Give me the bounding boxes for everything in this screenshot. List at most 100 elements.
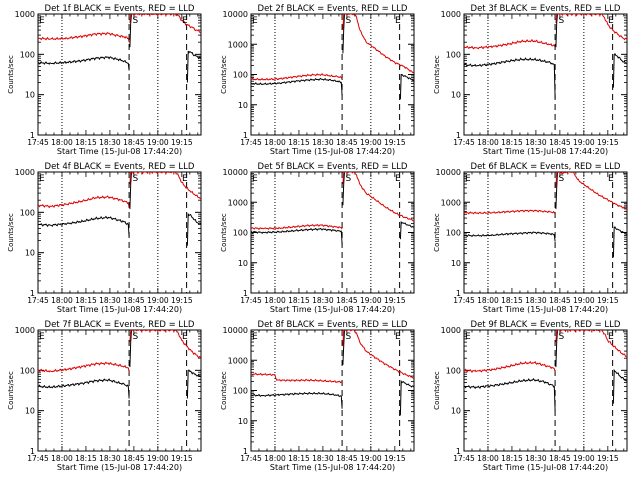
attenuator-marker: E <box>182 332 188 342</box>
series-lld-line <box>464 38 556 50</box>
series-events-line <box>186 212 201 246</box>
series-events-line <box>464 231 556 242</box>
x-tick-label: 18:45 <box>123 296 145 305</box>
chart-panel-8: Det 8f BLACK = Events, RED = LLD 1 10 100 10… <box>220 320 415 472</box>
attenuator-marker: S <box>132 174 138 184</box>
x-axis-label: Start Time (15-Jul-08 17:44:20) <box>483 147 608 156</box>
y-tick-label: 1 <box>243 289 248 298</box>
x-tick-label: 19:15 <box>171 454 193 463</box>
plot-frame <box>37 171 202 294</box>
x-tick-label: 19:00 <box>573 454 595 463</box>
x-tick-label: 17:45 <box>453 454 475 463</box>
series-lld-line <box>175 330 201 359</box>
attenuator-marker: E <box>608 332 614 342</box>
chart-panel-4: Det 4f BLACK = Events, RED = LLD 1 10 100 10… <box>7 162 202 314</box>
series-events-line <box>129 330 132 368</box>
attenuator-marker: S <box>558 16 564 26</box>
plot-frame <box>463 329 628 452</box>
x-tick-label: 19:00 <box>573 138 595 147</box>
y-tick-label: 10 <box>238 259 248 268</box>
y-axis-label: Counts/sec <box>7 55 15 94</box>
series-events-line <box>342 172 345 206</box>
y-tick-label: 100 <box>20 208 35 217</box>
x-tick-label: 19:15 <box>597 454 619 463</box>
attenuator-marker: E <box>465 174 471 184</box>
series-group <box>38 172 201 246</box>
series-lld-line <box>251 372 343 384</box>
x-tick-label: 19:00 <box>147 296 169 305</box>
series-group <box>38 14 201 83</box>
y-tick-label: 100 <box>233 387 248 396</box>
x-tick-label: 17:45 <box>240 454 262 463</box>
attenuator-marker: E <box>252 332 258 342</box>
attenuator-marker: E <box>252 16 258 26</box>
y-axis-label: Counts/sec <box>220 55 228 94</box>
series-events-line <box>612 53 627 88</box>
y-tick-label: 10000 <box>223 326 248 335</box>
series-group <box>464 172 627 258</box>
y-tick-label: 100 <box>20 50 35 59</box>
series-lld-line <box>342 330 361 346</box>
x-tick-label: 19:00 <box>573 296 595 305</box>
x-tick-label: 17:45 <box>27 296 49 305</box>
series-events-line <box>251 227 343 245</box>
y-tick-label: 1 <box>30 131 35 140</box>
x-tick-label: 18:30 <box>312 296 334 305</box>
x-tick-label: 18:30 <box>525 138 547 147</box>
y-tick-label: 1 <box>30 447 35 456</box>
y-tick-label: 1000 <box>228 198 248 207</box>
x-tick-label: 17:45 <box>27 454 49 463</box>
y-tick-label: 1 <box>30 289 35 298</box>
y-axis-label: Counts/sec <box>220 371 228 410</box>
y-tick-label: 1000 <box>15 168 35 177</box>
series-lld-line <box>359 183 414 222</box>
series-lld-line <box>555 14 602 23</box>
series-events-line <box>399 379 414 416</box>
series-events-line <box>38 215 130 237</box>
chart-panel-7: Det 7f BLACK = Events, RED = LLD 1 10 100 10… <box>7 320 202 472</box>
series-events-line <box>186 369 201 399</box>
x-axis-label: Start Time (15-Jul-08 17:44:20) <box>270 147 395 156</box>
y-tick-label: 10 <box>25 91 35 100</box>
x-tick-label: 19:15 <box>384 138 406 147</box>
chart-panel-6: Det 6f BLACK = Events, RED = LLD 1 10 100 10… <box>433 162 628 314</box>
x-tick-label: 19:00 <box>360 296 382 305</box>
attenuator-marker: S <box>345 174 351 184</box>
series-group <box>251 14 414 100</box>
attenuator-marker: E <box>182 174 188 184</box>
x-axis-label: Start Time (15-Jul-08 17:44:20) <box>57 305 182 314</box>
x-tick-label: 18:45 <box>549 296 571 305</box>
x-tick-label: 18:15 <box>288 296 310 305</box>
y-tick-label: 1000 <box>228 40 248 49</box>
series-lld-line <box>129 14 176 23</box>
y-tick-label: 10 <box>238 101 248 110</box>
series-events-line <box>38 378 130 399</box>
x-tick-label: 18:45 <box>336 454 358 463</box>
y-tick-label: 100 <box>446 229 461 238</box>
x-tick-label: 19:15 <box>171 296 193 305</box>
x-tick-label: 18:00 <box>264 454 286 463</box>
x-tick-label: 17:45 <box>27 138 49 147</box>
y-tick-label: 10 <box>25 407 35 416</box>
x-tick-label: 19:15 <box>597 296 619 305</box>
series-lld-line <box>601 330 627 357</box>
y-tick-label: 1 <box>456 289 461 298</box>
series-events-line <box>186 50 201 83</box>
x-tick-label: 18:45 <box>549 138 571 147</box>
series-events-line <box>612 368 627 404</box>
x-tick-label: 18:00 <box>264 296 286 305</box>
series-lld-line <box>555 172 573 188</box>
y-tick-label: 1000 <box>15 326 35 335</box>
x-tick-label: 18:15 <box>75 454 97 463</box>
chart-panel-9: Det 9f BLACK = Events, RED = LLD 1 10 100 10… <box>433 320 628 472</box>
plot-frame <box>463 13 628 136</box>
x-axis-label: Start Time (15-Jul-08 17:44:20) <box>57 147 182 156</box>
chart-title: Det 8f BLACK = Events, RED = LLD <box>258 320 408 330</box>
attenuator-marker: E <box>39 174 45 184</box>
y-axis-label: Counts/sec <box>220 213 228 252</box>
series-lld-line <box>464 360 556 373</box>
x-tick-label: 18:30 <box>312 454 334 463</box>
x-tick-label: 18:00 <box>51 138 73 147</box>
y-tick-label: 10 <box>238 417 248 426</box>
